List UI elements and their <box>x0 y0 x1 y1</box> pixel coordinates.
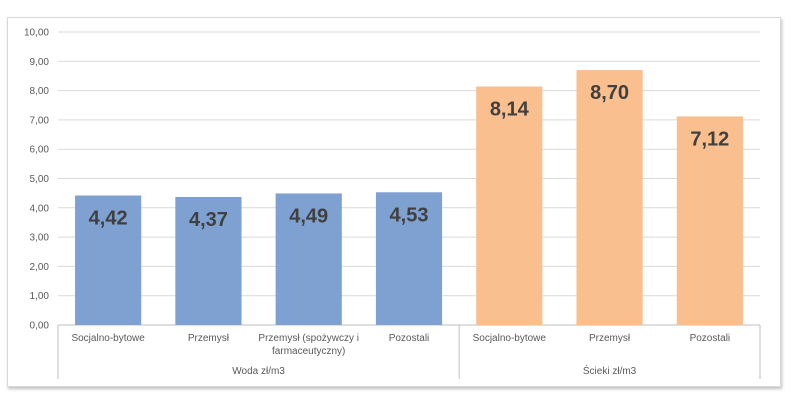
bar <box>275 193 342 325</box>
data-label: 4,49 <box>289 205 328 227</box>
data-label: 4,42 <box>89 207 128 229</box>
y-tick-label: 0,00 <box>30 321 50 332</box>
category-label: Przemysł <box>188 333 230 344</box>
category-label: Przemysł <box>589 333 631 344</box>
bar <box>75 195 142 325</box>
bar <box>476 86 543 325</box>
data-label: 8,14 <box>490 98 530 120</box>
y-tick-label: 2,00 <box>30 262 50 273</box>
y-tick-label: 4,00 <box>30 203 50 214</box>
group-label: Ścieki zł/m3 <box>583 364 637 377</box>
category-label: Socjalno-bytowe <box>71 333 145 344</box>
data-label: 4,53 <box>390 204 429 226</box>
y-tick-label: 8,00 <box>30 86 50 97</box>
y-tick-label: 9,00 <box>30 57 50 68</box>
y-tick-label: 3,00 <box>30 233 50 244</box>
category-label: Pozostali <box>690 333 731 344</box>
y-tick-label: 5,00 <box>30 174 50 185</box>
bar <box>676 116 743 325</box>
group-label: Woda zł/m3 <box>232 366 285 377</box>
bar <box>175 196 242 325</box>
data-label: 8,70 <box>590 82 629 104</box>
bar <box>576 70 643 325</box>
category-label: Pozostali <box>389 333 430 344</box>
y-tick-label: 10,00 <box>24 28 49 39</box>
data-label: 4,37 <box>189 209 228 231</box>
y-tick-label: 6,00 <box>30 145 50 156</box>
bar <box>375 192 443 325</box>
category-label: farmaceutyczny) <box>272 346 345 357</box>
category-label: Przemysł (spożywczy i <box>258 333 359 344</box>
y-tick-label: 1,00 <box>30 291 50 302</box>
data-label: 7,12 <box>690 128 729 150</box>
y-tick-label: 7,00 <box>30 115 50 126</box>
category-label: Socjalno-bytowe <box>473 333 547 344</box>
